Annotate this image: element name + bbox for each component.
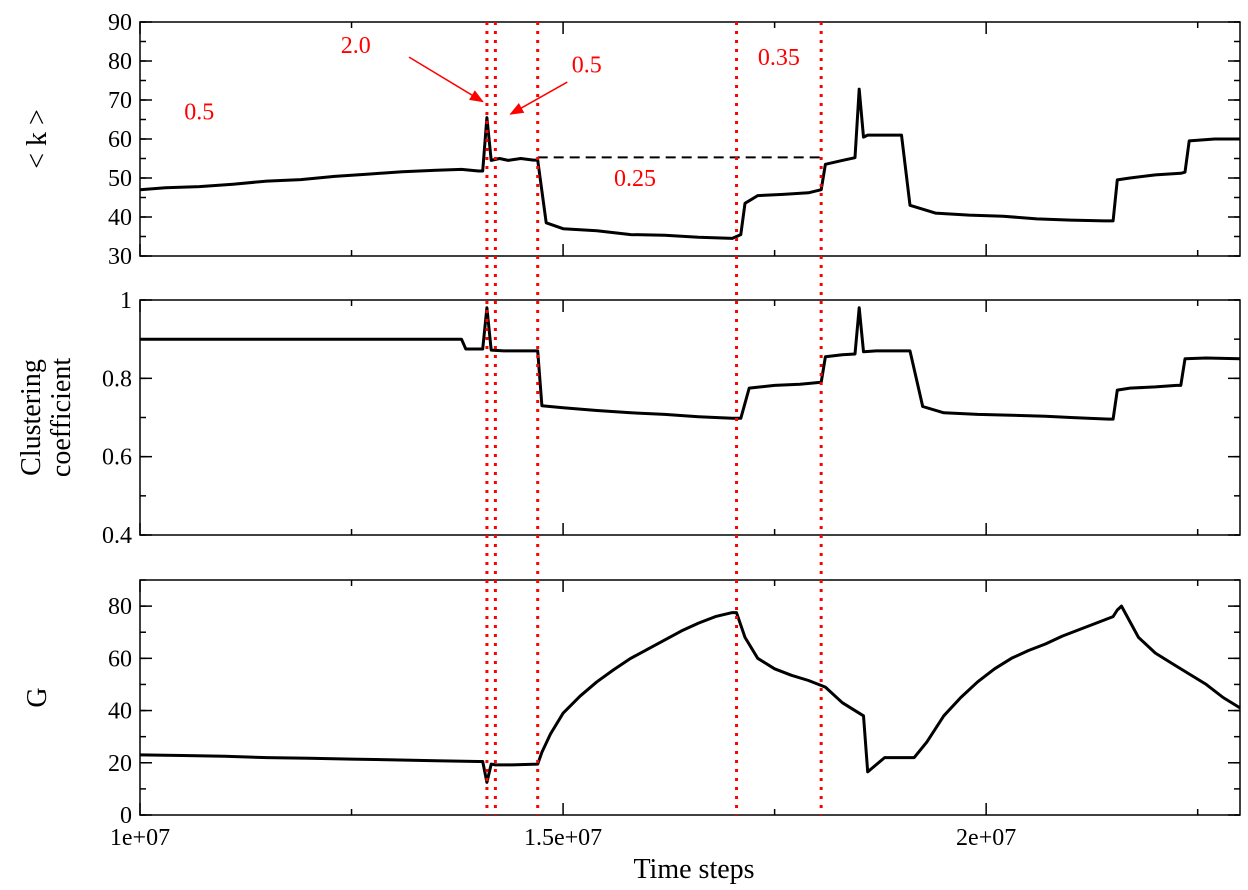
- y-axis-title-line1: Clustering: [16, 359, 47, 476]
- y-tick-label: 30: [108, 244, 132, 270]
- y-tick-label: 20: [108, 751, 132, 777]
- y-axis-title: < k >: [22, 109, 53, 169]
- y-axis-title: G: [22, 687, 53, 707]
- y-tick-label: 0.8: [102, 366, 132, 392]
- annotation-label: 0.35: [758, 45, 800, 71]
- annotation-label: 0.5: [184, 100, 214, 126]
- x-tick-label: 1.5e+07: [524, 825, 602, 851]
- y-tick-label: 80: [108, 594, 132, 620]
- panel-average-degree: 30 40 50 60 70 80 90 < k > 0.5 2.0 0.5 0.35 0.25: [22, 10, 1240, 270]
- x-axis-title: Time steps: [633, 854, 754, 885]
- annotation-label: 0.25: [614, 166, 656, 192]
- y-tick-label: 60: [108, 127, 132, 153]
- x-tick-label: 2e+07: [956, 825, 1016, 851]
- series-line-cc: [140, 308, 1240, 419]
- y-tick-label: 40: [108, 699, 132, 725]
- plot-frame: [140, 580, 1240, 815]
- y-tick-label: 40: [108, 205, 132, 231]
- annotation-label: 2.0: [341, 33, 371, 59]
- red-dotted-vertical-lines: [487, 22, 821, 815]
- panel-clustering-coefficient: 0.4 0.6 0.8 1 Clustering coefficient: [16, 288, 1240, 549]
- x-axis: 1e+07 1.5e+07 2e+07: [110, 825, 1016, 851]
- series-line-k: [140, 89, 1240, 238]
- y-axis-title-line2: coefficient: [46, 358, 77, 477]
- x-tick-label: 1e+07: [110, 825, 170, 851]
- y-tick-label: 0.6: [102, 445, 132, 471]
- y-tick-label: 50: [108, 166, 132, 192]
- y-tick-label: 70: [108, 88, 132, 114]
- y-tick-label: 90: [108, 10, 132, 36]
- y-tick-label: 60: [108, 646, 132, 672]
- series-line-g: [140, 606, 1240, 782]
- annotation-label: 0.5: [572, 53, 602, 79]
- y-tick-label: 80: [108, 49, 132, 75]
- y-tick-label: 0.4: [102, 523, 132, 549]
- annotation-arrow: [409, 57, 483, 101]
- y-tick-label: 1: [120, 288, 132, 314]
